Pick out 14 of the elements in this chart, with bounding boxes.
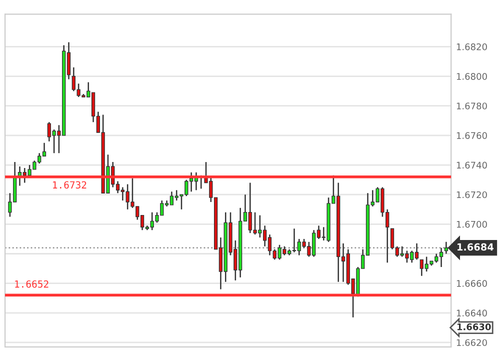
- y-tick-label: 1.6700: [456, 220, 487, 228]
- ref-line-label: 1.6652: [15, 280, 48, 288]
- ref-line-label: 1.6684: [458, 243, 494, 251]
- y-tick-label: 1.6800: [456, 73, 487, 80]
- y-tick-label: 1.6720: [456, 191, 487, 198]
- y-tick-label: 1.6740: [456, 162, 487, 169]
- y-tick-label: 1.6820: [456, 43, 487, 50]
- y-tick-label: 1.6640: [456, 310, 487, 316]
- y-tick-label: 1.6760: [456, 132, 487, 139]
- text: 1.6630: [457, 323, 491, 330]
- ref-line-label: 1.6732: [53, 181, 86, 189]
- y-tick-label: 1.6620: [456, 339, 487, 346]
- y-tick-label: 1.6780: [456, 102, 487, 110]
- y-tick-label: 1.6660: [456, 280, 487, 287]
